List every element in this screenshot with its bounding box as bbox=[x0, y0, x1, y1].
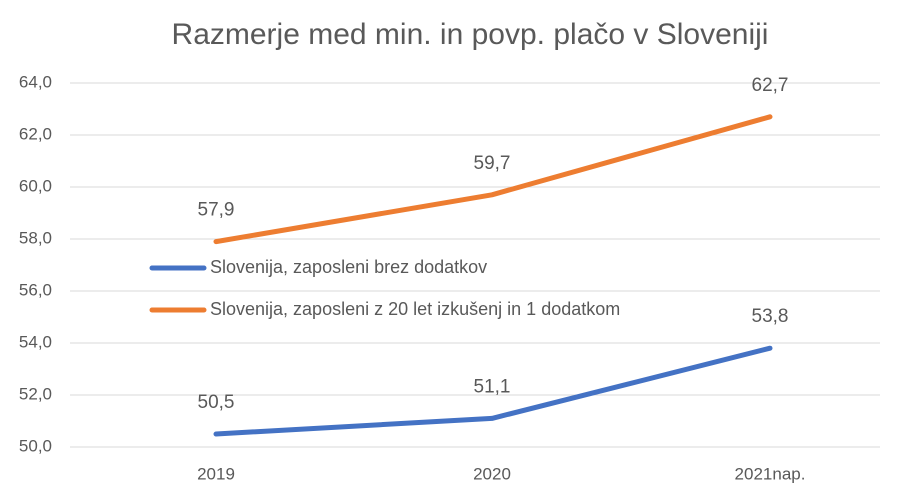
legend-label: Slovenija, zaposleni z 20 let izkušenj i… bbox=[210, 299, 620, 319]
y-tick-label: 64,0 bbox=[19, 72, 52, 91]
y-tick-label: 52,0 bbox=[19, 384, 52, 403]
series-line bbox=[213, 114, 773, 245]
series-line bbox=[213, 345, 773, 437]
legend-label: Slovenija, zaposleni brez dodatkov bbox=[210, 257, 487, 277]
data-label: 59,7 bbox=[474, 153, 511, 174]
data-label: 51,1 bbox=[474, 376, 511, 397]
y-tick-label: 62,0 bbox=[19, 124, 52, 143]
x-tick-label: 2020 bbox=[473, 464, 511, 483]
data-label: 57,9 bbox=[198, 200, 235, 221]
chart-title: Razmerje med min. in povp. plačo v Slove… bbox=[172, 18, 769, 51]
y-tick-label: 60,0 bbox=[19, 176, 52, 195]
y-tick-label: 56,0 bbox=[19, 280, 52, 299]
x-tick-label: 2019 bbox=[197, 464, 235, 483]
x-tick-label: 2021nap. bbox=[735, 464, 806, 483]
y-tick-label: 50,0 bbox=[19, 436, 52, 455]
data-label: 53,8 bbox=[752, 306, 789, 327]
y-tick-label: 54,0 bbox=[19, 332, 52, 351]
data-label: 62,7 bbox=[752, 75, 789, 96]
y-tick-label: 58,0 bbox=[19, 228, 52, 247]
data-label: 50,5 bbox=[198, 392, 235, 413]
